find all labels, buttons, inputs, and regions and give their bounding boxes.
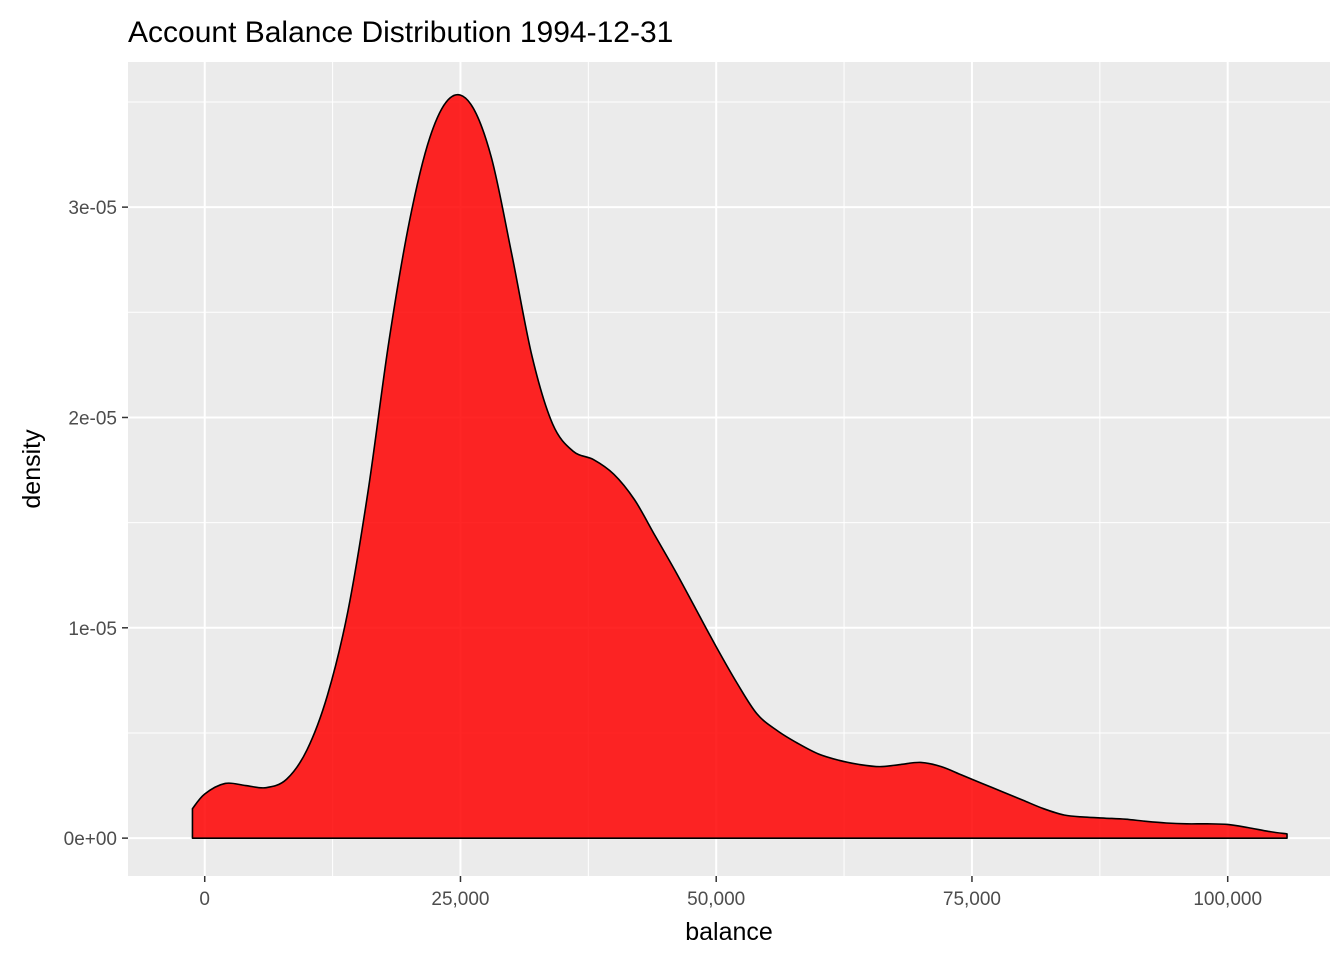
y-tick-label: 1e-05 <box>68 619 117 640</box>
x-tick-label: 100,000 <box>1193 889 1262 910</box>
x-tick-label: 75,000 <box>943 889 1001 910</box>
y-axis: 0e+00 1e-05 2e-05 3e-05 <box>64 198 128 850</box>
x-axis-title: balance <box>685 918 773 946</box>
x-tick-label: 50,000 <box>687 889 745 910</box>
y-axis-title: density <box>18 429 46 509</box>
density-area <box>191 93 1288 839</box>
y-tick-label: 0e+00 <box>64 829 117 850</box>
x-tick-label: 25,000 <box>431 889 489 910</box>
y-tick-label: 2e-05 <box>68 408 117 429</box>
x-axis: 0 25,000 50,000 75,000 100,000 <box>199 876 1262 910</box>
x-tick-label: 0 <box>199 889 210 910</box>
y-tick-label: 3e-05 <box>68 198 117 219</box>
chart-title: Account Balance Distribution 1994-12-31 <box>128 16 673 49</box>
